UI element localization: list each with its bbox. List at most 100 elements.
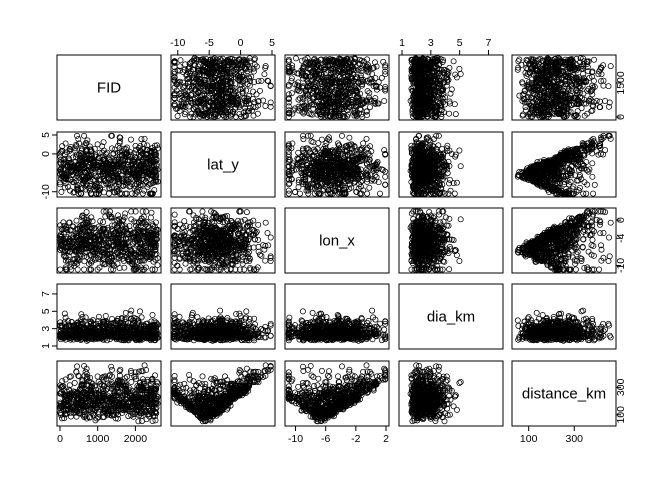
point [191, 55, 198, 62]
point [607, 63, 614, 70]
panel-FID-lat_y [170, 54, 276, 121]
point [261, 71, 268, 78]
point [339, 132, 345, 139]
point [185, 69, 191, 76]
point [515, 58, 522, 65]
point [246, 82, 253, 89]
point [377, 190, 383, 197]
point [250, 112, 257, 119]
point [187, 113, 194, 120]
point [74, 132, 80, 139]
point [451, 101, 458, 108]
point [220, 78, 227, 85]
point [452, 111, 459, 118]
point [300, 132, 306, 139]
point [315, 140, 322, 147]
point [382, 181, 389, 188]
point [219, 55, 226, 62]
point [124, 144, 130, 151]
point [141, 187, 148, 194]
point [204, 103, 211, 109]
point [106, 190, 112, 197]
point [171, 84, 178, 91]
point [292, 188, 298, 195]
point [250, 88, 256, 95]
point [360, 140, 367, 147]
point [227, 84, 234, 90]
diag-label-FID: FID [97, 80, 121, 97]
point [308, 138, 315, 145]
point [288, 90, 295, 97]
point [446, 176, 453, 183]
point [456, 147, 463, 154]
point [181, 111, 188, 118]
point [253, 91, 260, 98]
point [203, 66, 210, 73]
point [247, 58, 254, 65]
point [457, 71, 464, 77]
point [177, 57, 184, 64]
point [186, 83, 193, 90]
point [173, 81, 180, 87]
point [196, 67, 203, 74]
point [239, 101, 245, 108]
point [285, 187, 292, 194]
point [298, 57, 305, 64]
point [251, 79, 258, 85]
point [381, 98, 388, 104]
diag-label-lat_y: lat_y [207, 157, 239, 174]
point [453, 179, 460, 186]
point [207, 113, 214, 120]
point [255, 98, 262, 105]
point [596, 98, 603, 105]
point [456, 65, 463, 72]
scatter-lat_y-vs-distance_km [514, 132, 614, 197]
point [366, 184, 373, 191]
point [457, 163, 464, 170]
point [262, 103, 269, 109]
point [182, 61, 189, 68]
point [81, 132, 88, 139]
point [138, 136, 145, 143]
point [346, 134, 353, 141]
point [605, 83, 612, 90]
point [364, 190, 371, 197]
point [367, 104, 373, 111]
point [245, 108, 252, 115]
point [516, 92, 523, 99]
scatter-lat_y-vs-lon_x [285, 132, 389, 197]
point [382, 173, 389, 180]
point [300, 96, 307, 102]
point [451, 190, 458, 197]
point [253, 63, 260, 70]
point [128, 136, 134, 143]
panel-FID-FID [56, 54, 162, 121]
point [243, 57, 250, 64]
point [444, 170, 451, 177]
point [232, 113, 239, 120]
scatter-FID-vs-lon_x [285, 55, 389, 120]
point [257, 87, 263, 94]
point [171, 68, 178, 75]
scatter-lat_y-vs-FID [57, 132, 161, 197]
point [578, 105, 585, 112]
point [62, 140, 69, 147]
point [171, 58, 178, 65]
point [185, 75, 192, 82]
point [217, 88, 224, 95]
point [224, 62, 231, 69]
point [139, 190, 146, 197]
point [202, 68, 209, 75]
point [192, 62, 199, 69]
point [363, 135, 370, 142]
point [326, 137, 333, 144]
point [450, 58, 457, 65]
point [591, 56, 598, 63]
point [227, 69, 234, 76]
point [416, 132, 423, 139]
scatter-FID-vs-lat_y [171, 55, 274, 120]
point [258, 77, 265, 84]
scatter-lat_y-vs-dia_km [407, 132, 464, 197]
point [223, 101, 230, 108]
